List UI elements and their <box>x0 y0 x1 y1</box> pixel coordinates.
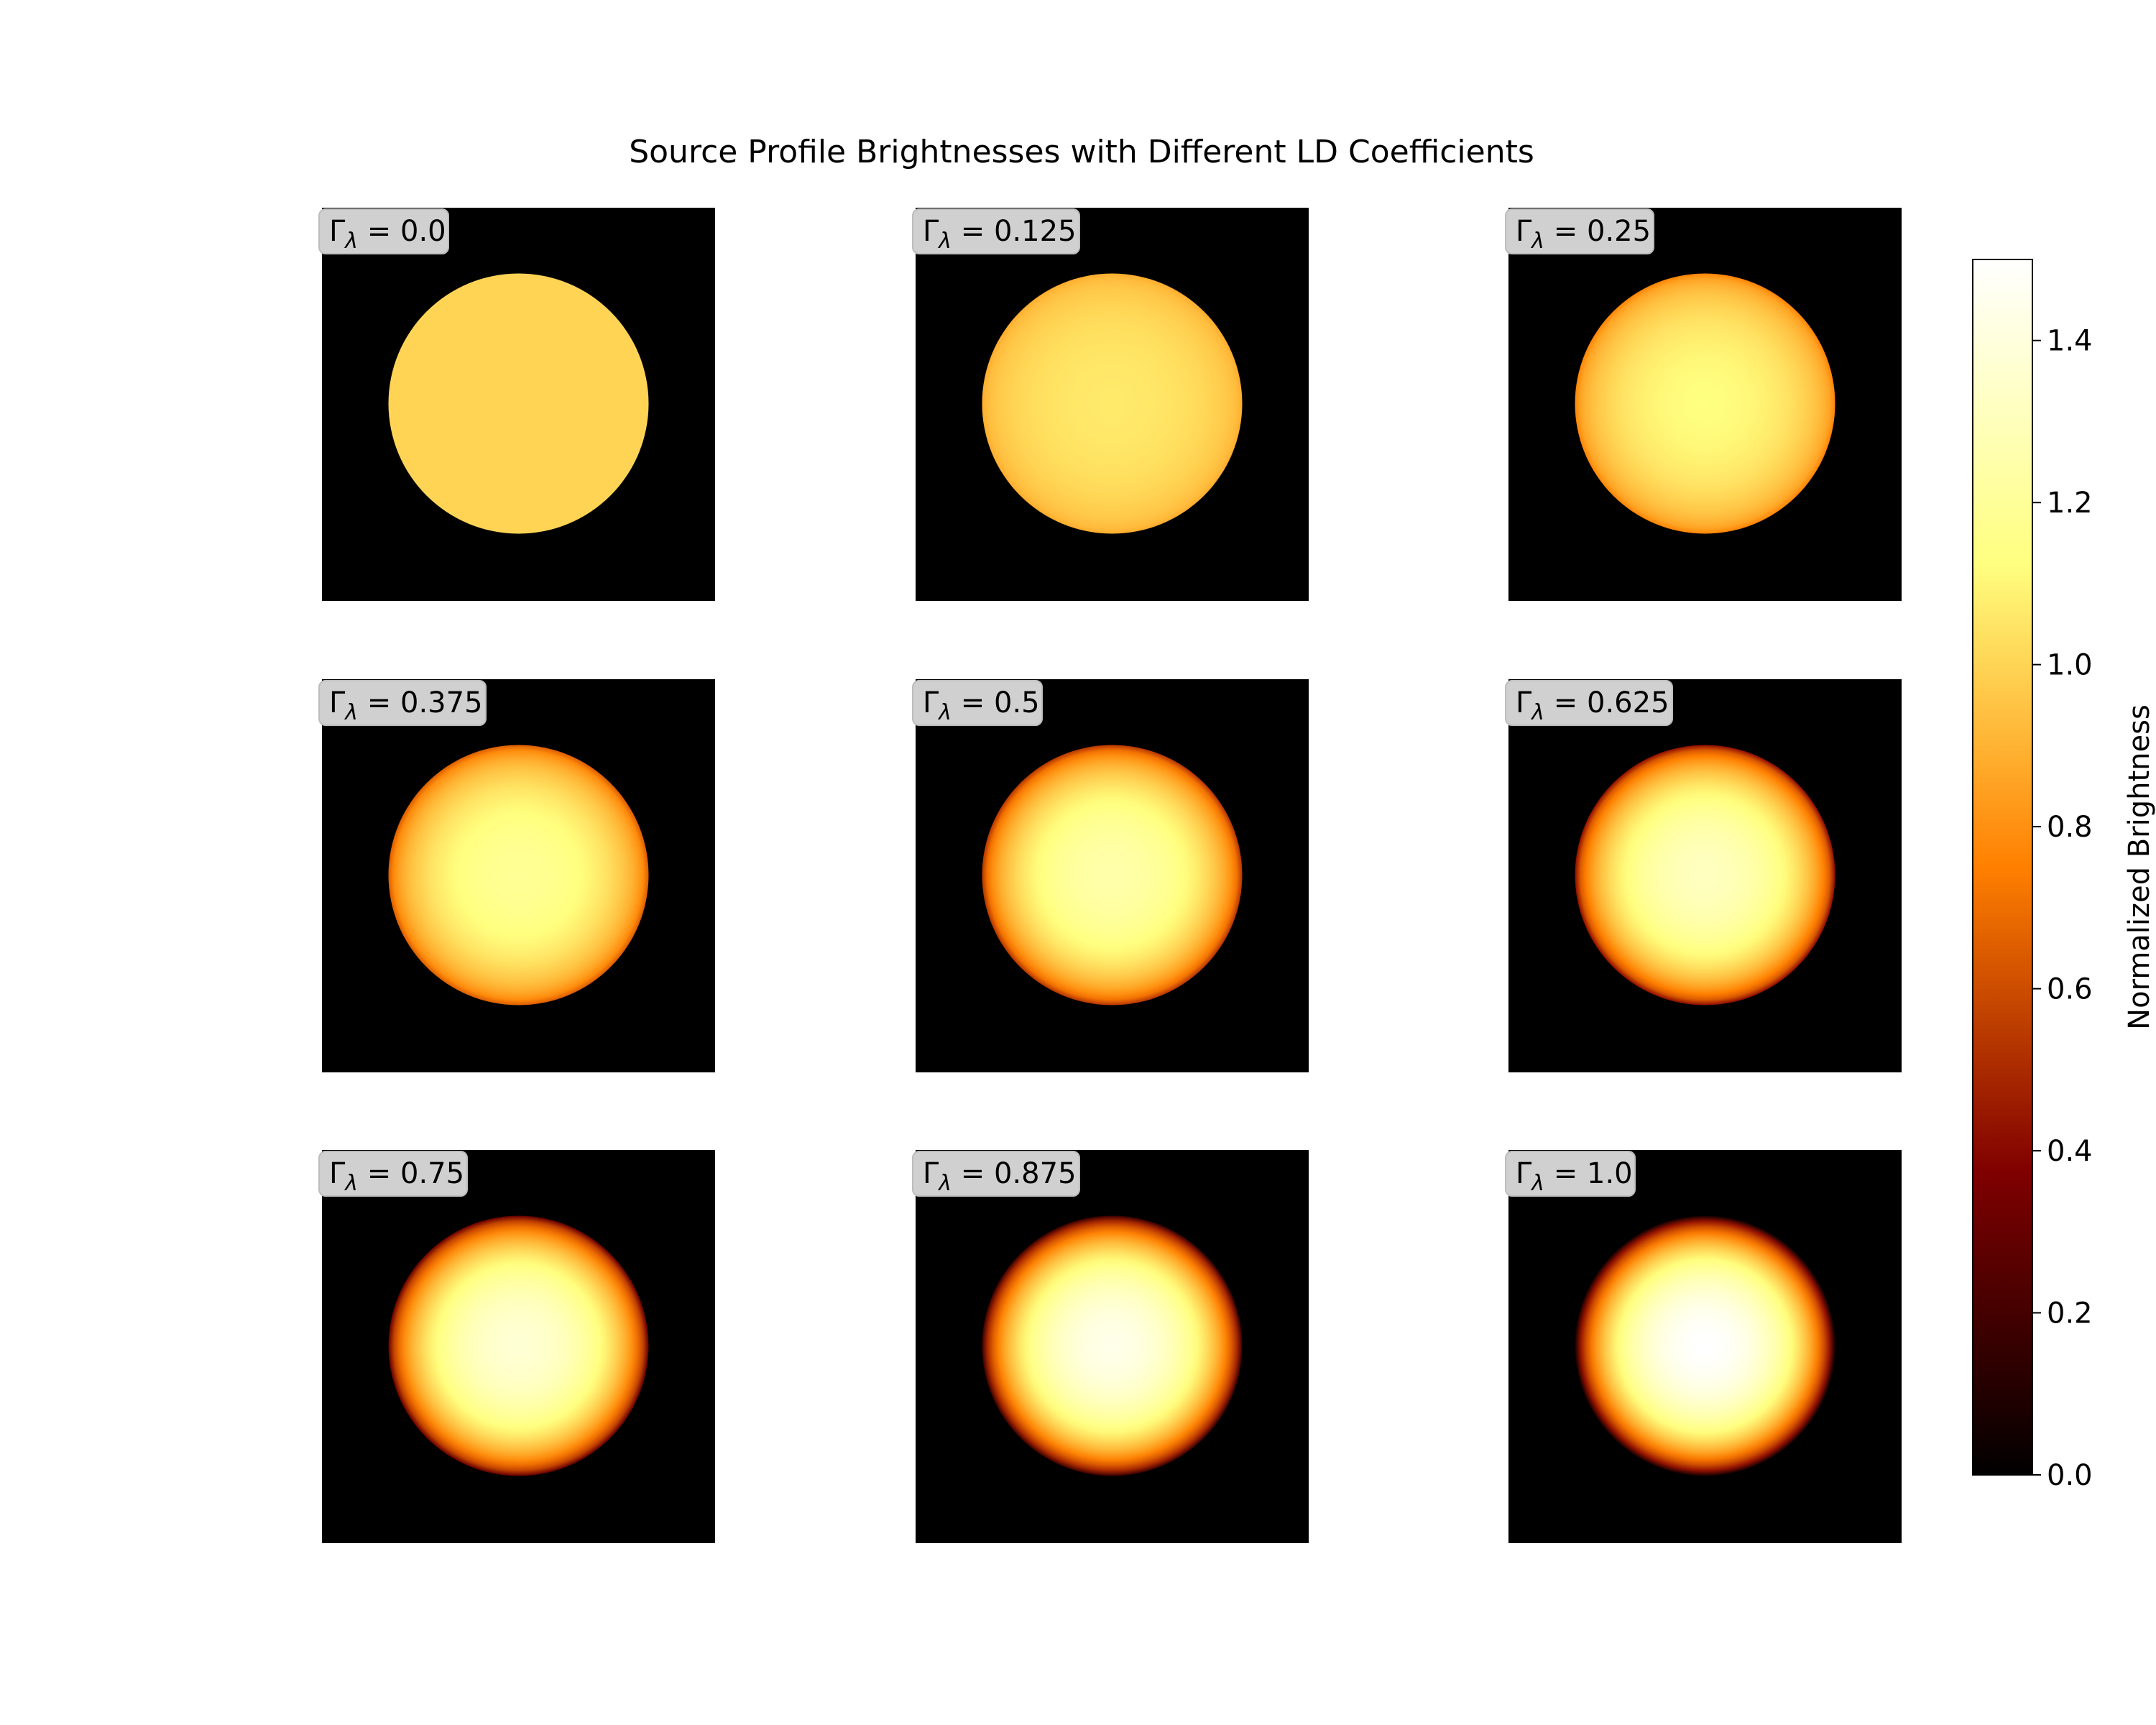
lambda-subscript: λ <box>1530 700 1544 725</box>
gamma-symbol: Γ <box>1516 215 1532 248</box>
source-disk <box>1575 274 1835 534</box>
source-disk <box>982 1216 1243 1476</box>
equals-sign: = <box>1544 686 1587 719</box>
lambda-subscript: λ <box>344 1171 358 1196</box>
equals-sign: = <box>358 686 400 719</box>
source-disk <box>982 745 1243 1006</box>
gamma-label: Γλ = 1.0 <box>1506 1151 1635 1196</box>
gamma-label: Γλ = 0.375 <box>319 681 486 725</box>
gamma-value: 0.75 <box>400 1157 464 1190</box>
gamma-value: 0.875 <box>994 1157 1077 1190</box>
source-disk <box>389 745 649 1006</box>
panel: Γλ = 0.5 <box>913 679 1309 1072</box>
panel: Γλ = 0.625 <box>1506 679 1902 1072</box>
gamma-symbol: Γ <box>329 686 346 719</box>
equals-sign: = <box>358 215 400 248</box>
equals-sign: = <box>952 686 994 719</box>
gamma-value: 0.25 <box>1587 215 1651 248</box>
equals-sign: = <box>952 215 994 248</box>
panel: Γλ = 0.125 <box>913 208 1309 601</box>
equals-sign: = <box>358 1157 400 1190</box>
gamma-label: Γλ = 0.625 <box>1506 681 1672 725</box>
colorbar-tick-label: 0.0 <box>2047 1459 2093 1492</box>
lambda-subscript: λ <box>1530 229 1544 254</box>
gamma-value: 0.625 <box>1587 686 1669 719</box>
colorbar: 0.0 0.2 0.4 0.6 0.8 1.0 1.2 1.4 Normalized Brigh… <box>1973 259 2156 1492</box>
gamma-symbol: Γ <box>923 1157 939 1190</box>
lambda-subscript: λ <box>937 229 952 254</box>
source-disk <box>1575 745 1835 1006</box>
gamma-symbol: Γ <box>329 1157 346 1190</box>
gamma-symbol: Γ <box>1516 1157 1532 1190</box>
panel: Γλ = 0.75 <box>319 1150 715 1543</box>
gamma-label: Γλ = 0.75 <box>319 1151 467 1196</box>
gamma-value: 1.0 <box>1587 1157 1633 1190</box>
gamma-label: Γλ = 0.0 <box>319 209 448 254</box>
gamma-symbol: Γ <box>329 215 346 248</box>
chart-title: Source Profile Brightnesses with Differe… <box>629 134 1534 170</box>
colorbar-tick-label: 0.2 <box>2047 1297 2093 1330</box>
gamma-symbol: Γ <box>923 686 939 719</box>
colorbar-tick-label: 0.8 <box>2047 811 2093 844</box>
gamma-value: 0.0 <box>400 215 446 248</box>
source-disk <box>1575 1216 1835 1476</box>
colorbar-tick-label: 0.6 <box>2047 973 2093 1006</box>
gamma-symbol: Γ <box>1516 686 1532 719</box>
equals-sign: = <box>1544 1157 1587 1190</box>
lambda-subscript: λ <box>937 1171 952 1196</box>
lambda-subscript: λ <box>1530 1171 1544 1196</box>
lambda-subscript: λ <box>344 700 358 725</box>
gamma-label: Γλ = 0.875 <box>913 1151 1079 1196</box>
source-disk <box>982 274 1243 534</box>
colorbar-tick-label: 1.2 <box>2047 487 2093 520</box>
equals-sign: = <box>952 1157 994 1190</box>
gamma-label: Γλ = 0.125 <box>913 209 1079 254</box>
panel: Γλ = 0.875 <box>913 1150 1309 1543</box>
panel: Γλ = 0.25 <box>1506 208 1902 601</box>
lambda-subscript: λ <box>344 229 358 254</box>
gamma-label: Γλ = 0.25 <box>1506 209 1654 254</box>
gamma-value: 0.5 <box>994 686 1040 719</box>
source-disk <box>389 274 649 534</box>
gamma-value: 0.375 <box>400 686 483 719</box>
source-disk <box>389 1216 649 1476</box>
colorbar-tick-label: 0.4 <box>2047 1135 2093 1168</box>
colorbar-tick-label: 1.0 <box>2047 649 2093 682</box>
gamma-symbol: Γ <box>923 215 939 248</box>
lambda-subscript: λ <box>937 700 952 725</box>
colorbar-tick-label: 1.4 <box>2047 325 2093 358</box>
equals-sign: = <box>1544 215 1587 248</box>
colorbar-label: Normalized Brightness <box>2123 704 2156 1030</box>
panel: Γλ = 0.375 <box>319 679 715 1072</box>
gamma-label: Γλ = 0.5 <box>913 681 1042 725</box>
panel: Γλ = 0.0 <box>319 208 715 601</box>
panel: Γλ = 1.0 <box>1506 1150 1902 1543</box>
colorbar-gradient <box>1973 259 2032 1475</box>
gamma-value: 0.125 <box>994 215 1077 248</box>
